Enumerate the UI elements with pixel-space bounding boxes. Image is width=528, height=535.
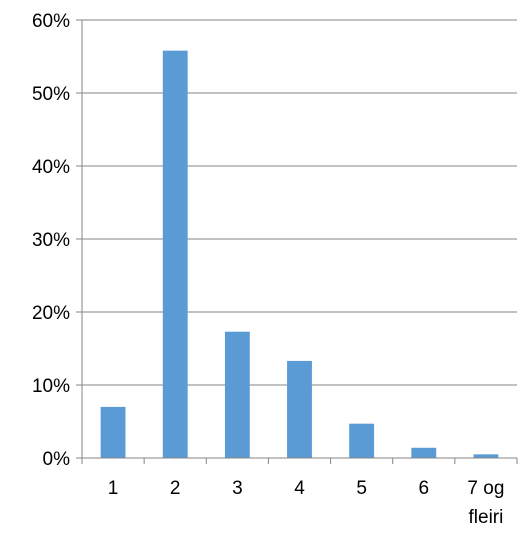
y-tick-labels: 0% 10% 20% 30% 40% 50% 60%: [32, 11, 70, 470]
bar-1: [100, 406, 126, 458]
x-tick-label-5: 5: [356, 478, 367, 499]
y-tick-label-1: 10%: [32, 376, 70, 397]
axes: [81, 20, 517, 459]
bar-7: [473, 454, 499, 458]
x-tick-labels: 1 2 3 4 5 6 7 og fleiri: [108, 478, 505, 528]
x-tick-label-3: 3: [232, 478, 243, 499]
gridlines: [76, 19, 518, 464]
x-tick-label-1: 1: [108, 478, 119, 499]
bar-2: [162, 50, 188, 458]
y-tick-label-0: 0%: [43, 449, 71, 470]
bar-6: [411, 447, 437, 458]
bar-4: [287, 360, 312, 458]
y-tick-label-2: 20%: [32, 303, 70, 324]
y-tick-label-5: 50%: [32, 84, 70, 105]
x-tick-label-4: 4: [294, 478, 305, 499]
y-tick-label-3: 30%: [32, 230, 70, 251]
x-tick-label-7: 7 og fleiri: [467, 478, 504, 528]
y-tick-label-6: 60%: [32, 11, 70, 32]
bars: [100, 50, 499, 458]
bar-5: [349, 423, 375, 458]
x-tick-label-6: 6: [418, 478, 429, 499]
bar-3: [224, 331, 250, 458]
x-tick-label-2: 2: [170, 478, 181, 499]
y-tick-label-4: 40%: [32, 157, 70, 178]
